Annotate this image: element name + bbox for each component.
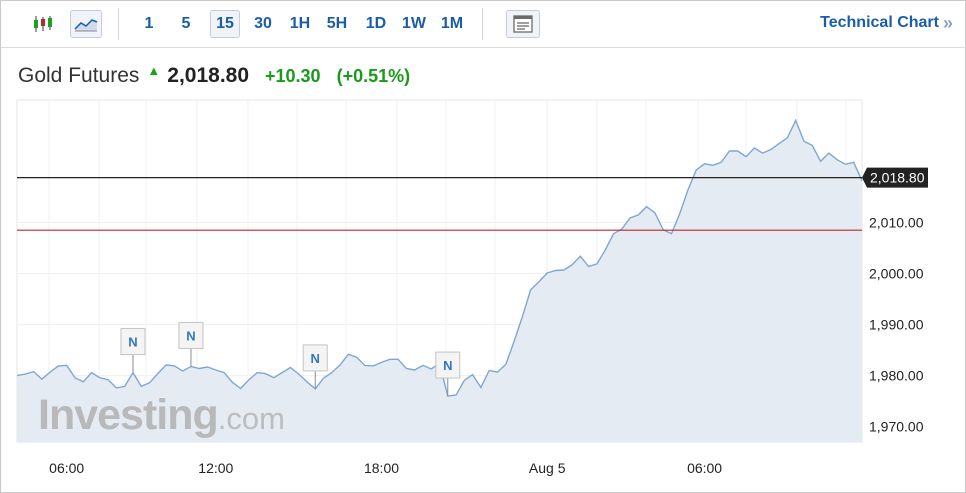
news-marker-label: N [443,358,452,373]
news-marker[interactable]: N [178,321,204,367]
interval-30[interactable]: 30 [254,15,272,32]
technical-chart-link[interactable]: Technical Chart » [820,14,953,32]
y-axis: 1,970.00 1,980.00 1,990.00 2,000.00 2,010.00 [869,215,924,435]
y-tick-label: 2,000.00 [869,266,924,282]
x-tick-label: 06:00 [687,460,722,476]
y-tick-label: 1,980.00 [869,368,924,384]
news-marker[interactable]: N [120,328,146,373]
technical-chart-label: Technical Chart [820,14,939,31]
news-marker-box [178,321,204,349]
x-tick-label: 12:00 [198,460,233,476]
news-marker-label: N [311,351,320,366]
y-tick-label: 1,990.00 [869,317,924,333]
interval-1[interactable]: 1 [144,15,154,32]
layout-icon[interactable] [506,10,540,38]
price-change-percent: (+0.51%) [336,66,411,86]
area-chart-icon[interactable] [70,10,102,38]
interval-1w[interactable]: 1W [402,15,426,32]
interval-5[interactable]: 5 [181,15,191,32]
x-tick-label: 06:00 [49,460,84,476]
instrument-name: Gold Futures [18,64,140,87]
toolbar-divider [118,8,119,40]
news-marker-label: N [186,328,195,343]
up-arrow-icon: ▲ [147,63,161,78]
x-axis: 06:00 12:00 18:00 Aug 5 06:00 [49,460,722,476]
news-marker[interactable]: N [302,344,328,389]
y-tick-label: 1,970.00 [869,419,924,435]
interval-15[interactable]: 15 [210,10,240,38]
watermark-brand: Investing [38,391,218,439]
price-area-fill [17,120,862,443]
candlestick-icon[interactable] [28,10,58,38]
news-marker-box [302,344,328,372]
news-marker-label: N [128,335,137,350]
interval-5h[interactable]: 5H [326,15,348,32]
x-tick-label: 18:00 [364,460,399,476]
chart-toolbar: 1 5 15 30 1H 5H 1D 1W 1M Technical Chart… [1,1,966,48]
news-marker-box [120,328,146,356]
current-price-tag: 2,018.80 [862,167,928,188]
interval-1h[interactable]: 1H [289,15,311,32]
news-marker-box [435,351,461,379]
quote-headline: Gold Futures ▲ 2,018.80 +10.30 (+0.51%) [18,63,411,90]
interval-1m[interactable]: 1M [440,15,464,32]
x-tick-label: Aug 5 [529,460,566,476]
news-markers: N N N N [120,321,461,397]
last-price: 2,018.80 [167,64,250,87]
investing-watermark: Investing.com [38,391,285,439]
current-price-tag-bg [862,167,928,188]
toolbar-divider [482,8,483,40]
news-marker[interactable]: N [435,351,461,397]
price-change: +10.30 [265,66,321,86]
current-price-tag-label: 2,018.80 [870,170,925,186]
watermark-suffix: .com [218,401,285,436]
y-tick-label: 2,010.00 [869,215,924,231]
interval-1d[interactable]: 1D [365,15,387,32]
double-chevron-right-icon: » [942,13,953,33]
